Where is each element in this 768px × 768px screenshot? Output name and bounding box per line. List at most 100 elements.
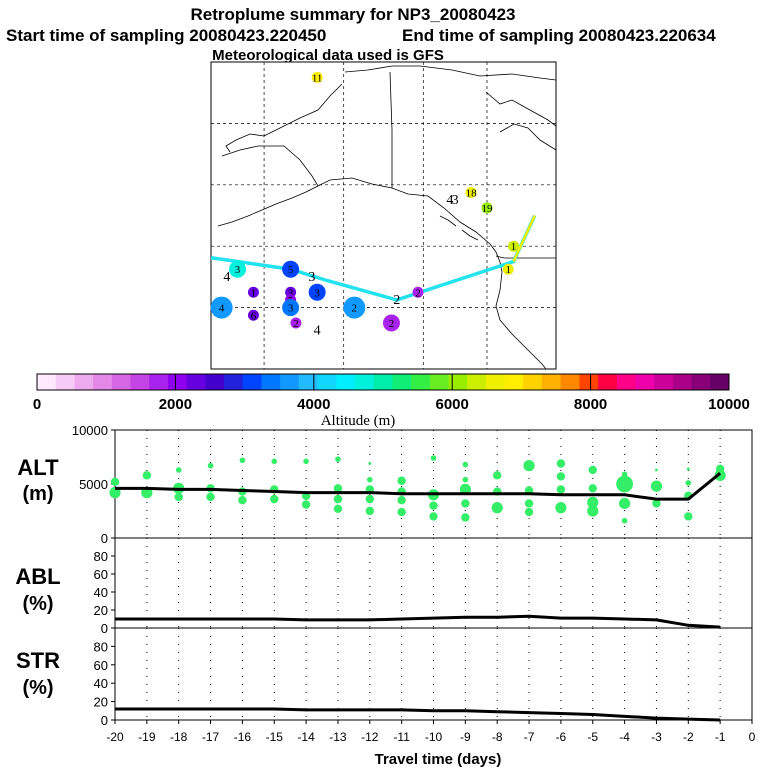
cluster-marker-label: 3 <box>288 303 294 315</box>
cluster-marker-label: 11 <box>312 72 323 84</box>
altitude-bubble <box>461 513 470 522</box>
altitude-bubble <box>621 517 628 524</box>
map-frame <box>210 61 557 370</box>
altitude-bubble <box>207 462 214 469</box>
cluster-marker-label: 3 <box>314 287 320 299</box>
trajectory-yellow-segment <box>512 214 536 263</box>
x-tick-label: -4 <box>619 730 630 744</box>
x-tick-label: 0 <box>749 730 756 744</box>
panel-unit: (m) <box>22 483 53 505</box>
colorbar-segment <box>167 374 188 390</box>
colorbar-segment <box>448 374 468 390</box>
cluster-marker-layer: 111819434324315335346222211 <box>210 71 520 339</box>
colorbar-tick-label: 10000 <box>708 396 750 413</box>
x-tick-label: -5 <box>587 730 598 744</box>
y-tick-label: 20 <box>94 603 108 618</box>
altitude-bubble <box>397 496 406 505</box>
cluster-marker-label: 3 <box>308 270 315 285</box>
altitude-bubble <box>238 496 247 505</box>
altitude-colorbar: 0 2000 4000 6000 8000 10000 <box>33 373 750 413</box>
colorbar-segment <box>560 374 580 390</box>
cluster-marker <box>247 309 259 321</box>
trajectory-layer <box>210 214 537 302</box>
altitude-bubble <box>367 476 373 483</box>
colorbar-segment <box>336 374 356 390</box>
cluster-marker <box>285 286 297 298</box>
altitude-bubble <box>652 499 661 508</box>
x-tick-label: -18 <box>170 730 188 744</box>
coastline-path <box>495 251 547 370</box>
cluster-marker-label: 2 <box>393 293 400 308</box>
colorbar-label: Altitude (m) <box>321 413 396 429</box>
y-tick-label: 10000 <box>72 423 108 438</box>
altitude-bubble <box>587 505 599 517</box>
colorbar-segment <box>411 374 431 390</box>
cluster-marker-label: 3 <box>452 193 459 208</box>
coastline-path <box>225 83 343 153</box>
time-series-panels: 0 5000 10000 ALT (m) 0 20 40 60 80 ABL (%) 0 20 40 60 80… <box>15 423 755 744</box>
colorbar-segment <box>672 374 693 390</box>
y-tick-label: 80 <box>94 549 108 564</box>
colorbar-segment <box>55 374 75 390</box>
cluster-marker <box>247 286 259 298</box>
altitude-bubble <box>110 477 120 487</box>
coastline-path <box>495 255 556 259</box>
colorbar-segment <box>598 374 618 390</box>
colorbar-segment <box>37 374 57 390</box>
x-tick-label: -6 <box>556 730 567 744</box>
altitude-bubble <box>142 471 152 480</box>
cluster-marker-label: 1 <box>251 287 257 299</box>
altitude-bubble <box>368 462 372 465</box>
cluster-marker <box>382 314 400 332</box>
cluster-marker-label: 4 <box>314 324 321 339</box>
colorbar-segment <box>317 374 337 390</box>
x-tick-label: -11 <box>393 730 410 744</box>
cluster-marker <box>465 186 477 198</box>
altitude-bubble <box>714 469 726 481</box>
cluster-marker-label: 6 <box>251 310 257 322</box>
altitude-bubble <box>397 476 406 485</box>
colorbar-segment <box>579 374 599 390</box>
x-axis-label: Travel time (days) <box>375 751 502 768</box>
panel-frame <box>114 537 753 629</box>
colorbar-segment <box>373 374 393 390</box>
x-tick-label: -12 <box>361 730 379 744</box>
cluster-marker <box>282 299 300 317</box>
x-tick-label: -1 <box>715 730 726 744</box>
altitude-bubble <box>429 501 438 510</box>
altitude-bubble <box>365 494 374 504</box>
x-tick-label: -10 <box>425 730 443 744</box>
y-tick-label: 40 <box>94 585 108 600</box>
colorbar-segment <box>710 374 730 390</box>
altitude-bubble <box>174 492 183 502</box>
altitude-bubble <box>616 475 633 493</box>
colorbar-segment <box>523 374 543 390</box>
cluster-marker-label: 2 <box>389 318 395 330</box>
colorbar-segment <box>186 374 206 390</box>
altitude-bubble <box>555 502 567 514</box>
colorbar-segment <box>616 374 636 390</box>
cluster-marker-label: 2 <box>293 318 299 330</box>
colorbar-segment <box>485 374 506 390</box>
altitude-bubble <box>523 460 535 472</box>
x-tick-label: -13 <box>329 730 347 744</box>
coastline-path <box>461 229 479 241</box>
altitude-bubble <box>461 499 470 508</box>
cluster-marker-label: 3 <box>288 287 294 299</box>
panel-unit: (%) <box>22 677 53 699</box>
panel-abl: 0 20 40 60 80 ABL (%) <box>15 537 753 636</box>
altitude-bubble <box>301 500 311 509</box>
altitude-bubble <box>621 471 628 478</box>
altitude-bubble <box>303 458 309 465</box>
cluster-marker <box>508 240 520 252</box>
colorbar-segment <box>111 374 132 390</box>
cluster-marker-label: 5 <box>288 264 294 276</box>
altitude-bubble <box>655 468 658 472</box>
colorbar-segment <box>280 374 300 390</box>
cluster-marker-label: 4 <box>223 270 230 285</box>
cluster-marker <box>210 296 233 319</box>
y-tick-label: 0 <box>101 531 108 546</box>
panel-label: ABL <box>15 564 60 589</box>
coastline-path <box>221 145 497 253</box>
